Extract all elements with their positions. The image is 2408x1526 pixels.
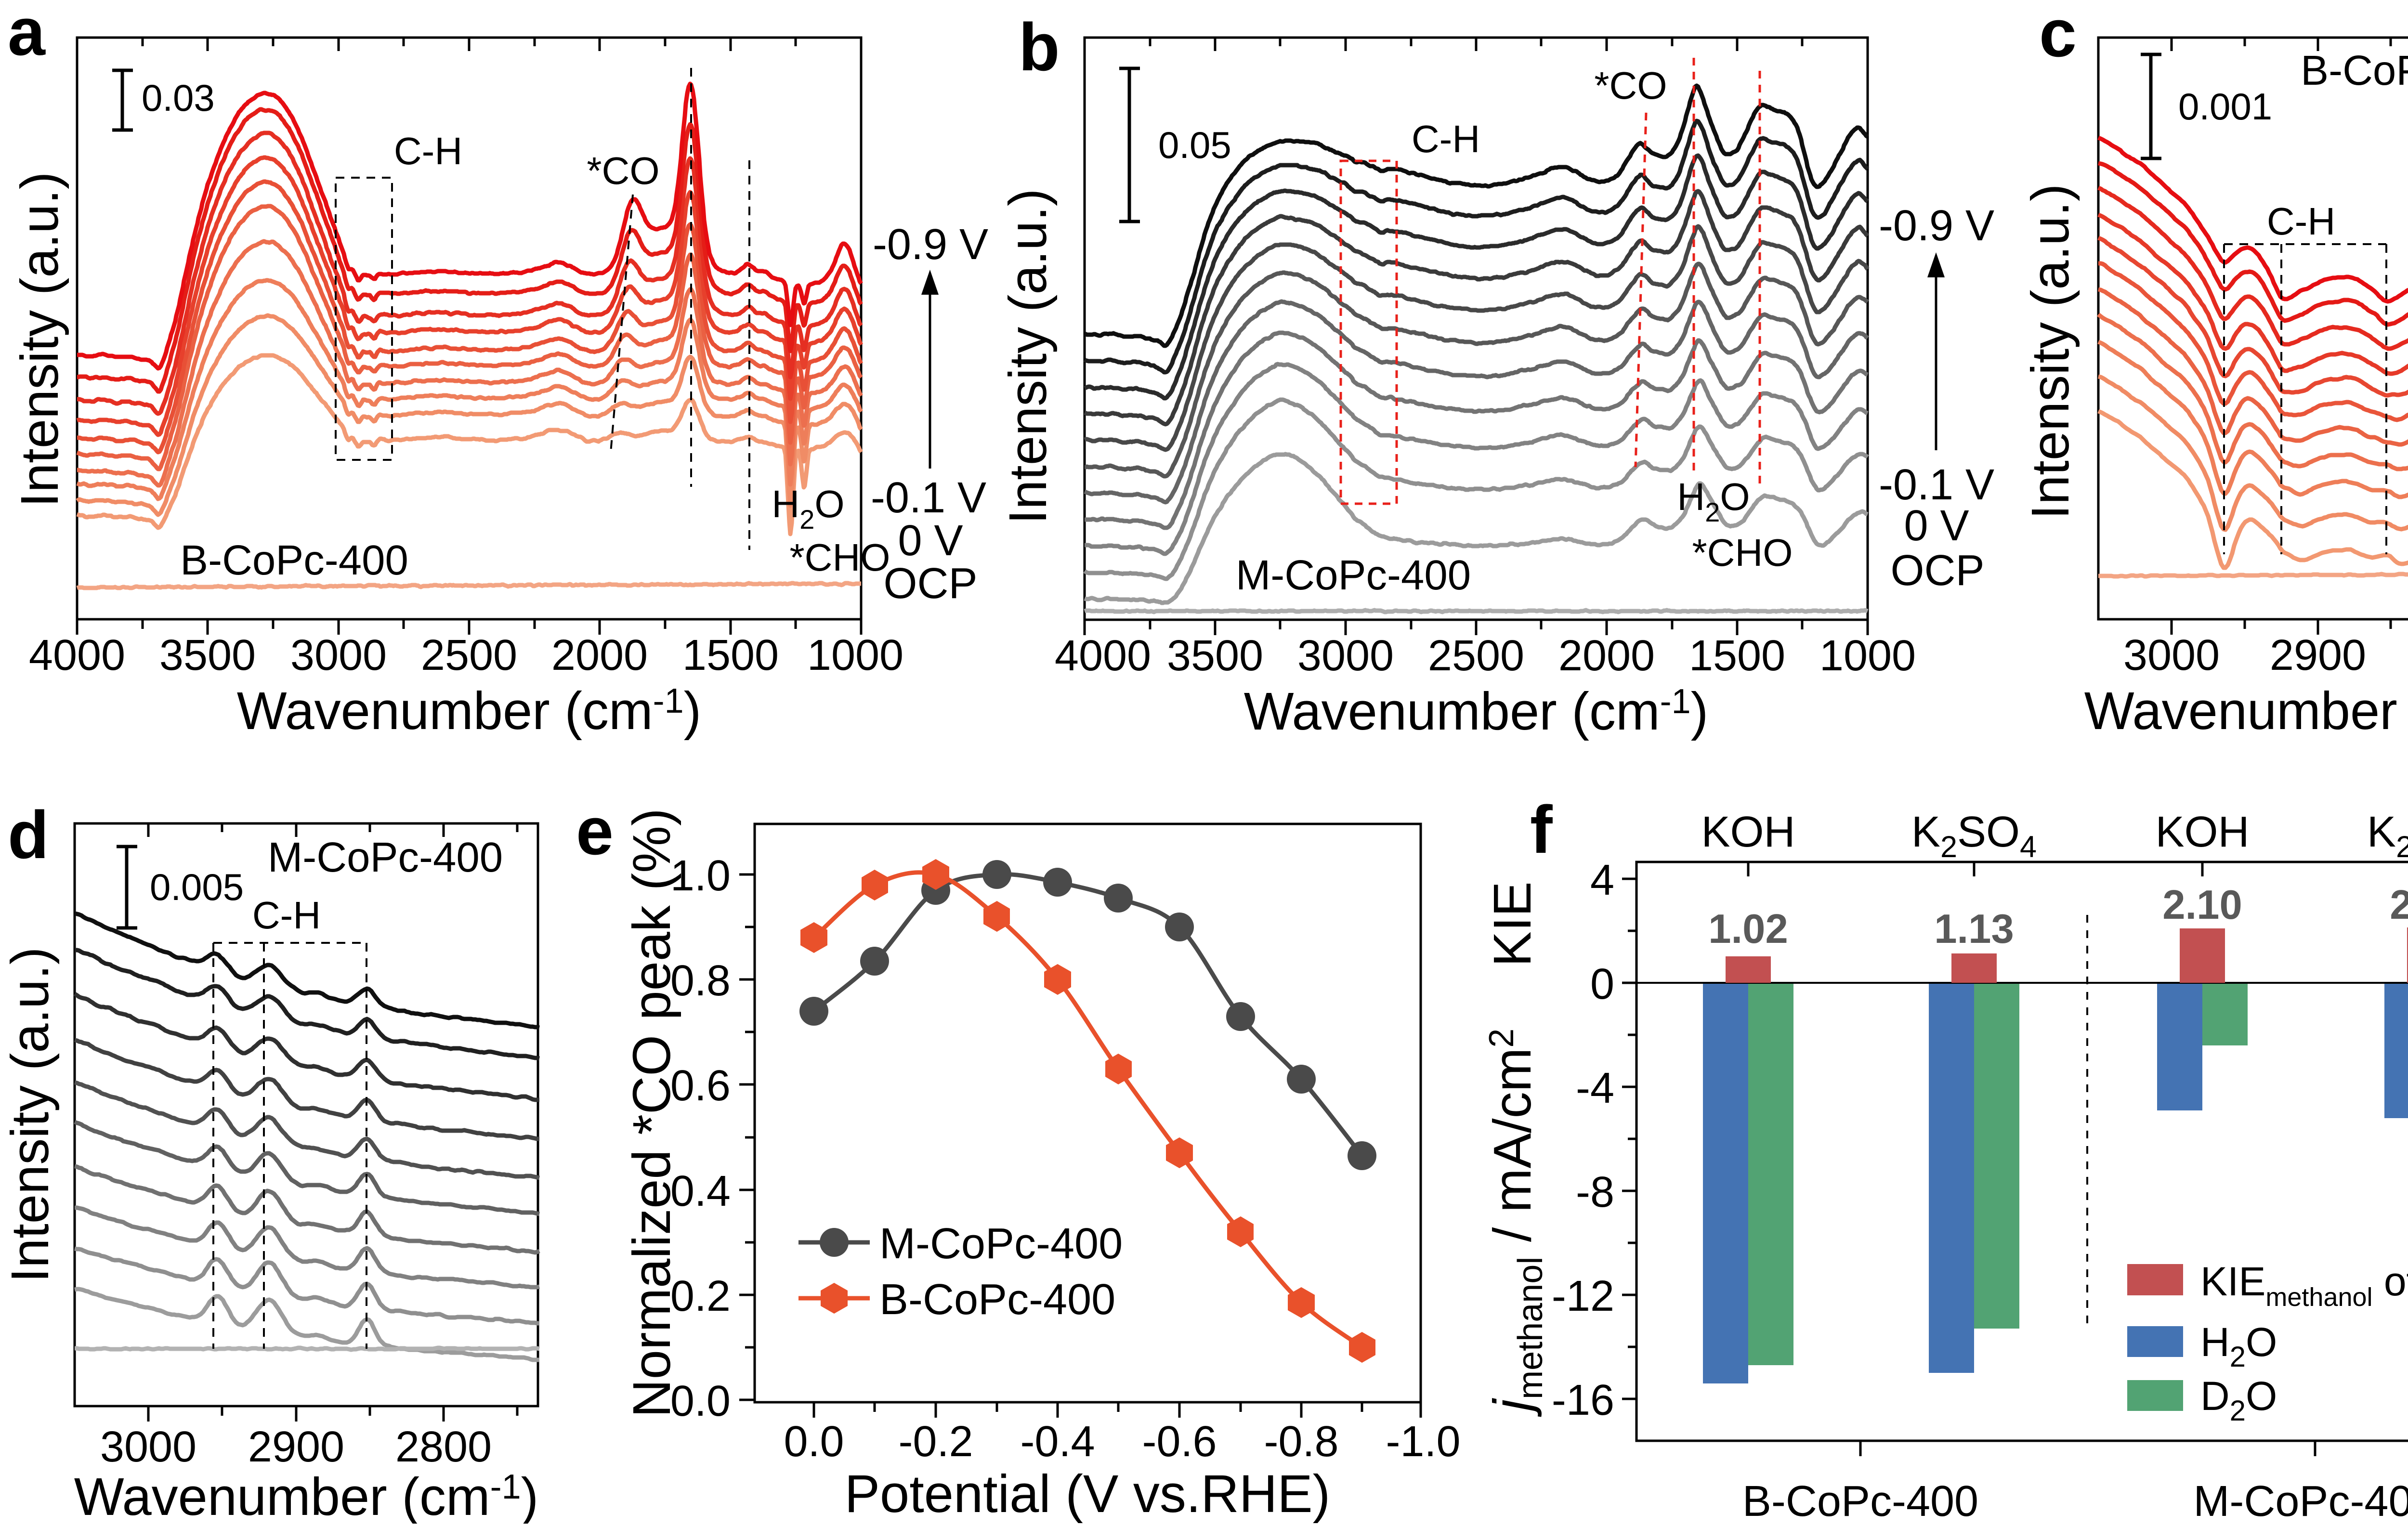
svg-text:*CO: *CO xyxy=(1594,64,1667,107)
svg-text:Wavenumber (cm-1): Wavenumber (cm-1) xyxy=(2084,681,2408,741)
svg-text:Intensity (a.u.): Intensity (a.u.) xyxy=(0,947,60,1283)
svg-text:1500: 1500 xyxy=(1689,632,1785,680)
svg-text:3000: 3000 xyxy=(100,1423,196,1471)
svg-text:-0.8: -0.8 xyxy=(1264,1418,1338,1466)
svg-text:-0.2: -0.2 xyxy=(898,1418,973,1466)
svg-text:KOH: KOH xyxy=(2155,808,2249,856)
svg-text:0.6: 0.6 xyxy=(670,1062,731,1110)
svg-text:-16: -16 xyxy=(1552,1376,1614,1424)
svg-text:3000: 3000 xyxy=(2123,631,2220,679)
svg-text:M-CoPc-400: M-CoPc-400 xyxy=(1236,552,1471,599)
svg-text:OCP: OCP xyxy=(1890,547,1984,595)
svg-text:2500: 2500 xyxy=(1428,632,1524,680)
svg-text:1.02: 1.02 xyxy=(1708,906,1788,952)
svg-text:3000: 3000 xyxy=(290,631,387,679)
svg-text:B-CoPc-400: B-CoPc-400 xyxy=(1742,1477,1978,1524)
svg-text:2.10: 2.10 xyxy=(2162,882,2242,928)
svg-text:3000: 3000 xyxy=(1297,632,1394,680)
svg-text:0.8: 0.8 xyxy=(670,957,731,1005)
svg-text:4000: 4000 xyxy=(29,631,125,679)
svg-text:Intensity (a.u.): Intensity (a.u.) xyxy=(2021,184,2080,520)
svg-text:0.0: 0.0 xyxy=(784,1418,844,1466)
svg-text:M-CoPc-400: M-CoPc-400 xyxy=(268,834,503,881)
svg-text:jmethanol / mA/cm2: jmethanol / mA/cm2 xyxy=(1482,1029,1550,1418)
svg-text:1.0: 1.0 xyxy=(670,852,731,900)
svg-text:1.13: 1.13 xyxy=(1934,906,2014,952)
svg-text:-0.9 V: -0.9 V xyxy=(1879,202,1994,250)
svg-text:1000: 1000 xyxy=(1819,632,1916,680)
svg-text:a: a xyxy=(8,0,46,69)
svg-text:Normalized *CO peak (%): Normalized *CO peak (%) xyxy=(622,808,681,1417)
svg-text:d: d xyxy=(8,797,49,873)
svg-text:*CHO: *CHO xyxy=(1692,531,1793,574)
svg-text:OCP: OCP xyxy=(883,560,977,608)
svg-text:2900: 2900 xyxy=(2270,631,2366,679)
svg-text:Intensity (a.u.): Intensity (a.u.) xyxy=(10,172,69,508)
svg-text:4: 4 xyxy=(1590,856,1614,904)
svg-text:-0.4: -0.4 xyxy=(1020,1418,1095,1466)
svg-text:Potential (V vs.RHE): Potential (V vs.RHE) xyxy=(845,1464,1331,1524)
svg-text:M-CoPc-400: M-CoPc-400 xyxy=(2193,1477,2408,1524)
svg-text:-0.1 V: -0.1 V xyxy=(1879,461,1994,509)
svg-text:e: e xyxy=(576,793,614,869)
svg-text:Wavenumber (cm-1): Wavenumber (cm-1) xyxy=(237,681,702,741)
svg-text:1500: 1500 xyxy=(682,631,779,679)
svg-text:B-CoPc-400: B-CoPc-400 xyxy=(879,1276,1115,1324)
svg-text:C-H: C-H xyxy=(2267,200,2335,243)
svg-text:2000: 2000 xyxy=(1558,632,1655,680)
svg-text:0 V: 0 V xyxy=(1904,502,1969,550)
svg-text:2000: 2000 xyxy=(551,631,648,679)
svg-text:0: 0 xyxy=(1590,960,1614,1008)
svg-text:f: f xyxy=(1530,792,1553,867)
svg-text:C-H: C-H xyxy=(394,130,462,172)
svg-text:B-CoPc-400: B-CoPc-400 xyxy=(2301,47,2408,94)
svg-text:Intensity (a.u.): Intensity (a.u.) xyxy=(998,189,1058,524)
svg-text:Wavenumber (cm-1): Wavenumber (cm-1) xyxy=(74,1467,539,1524)
svg-text:c: c xyxy=(2039,0,2077,71)
svg-text:-1.0: -1.0 xyxy=(1386,1418,1460,1466)
svg-text:-0.6: -0.6 xyxy=(1142,1418,1217,1466)
svg-text:KOH: KOH xyxy=(1701,808,1795,856)
svg-text:M-CoPc-400: M-CoPc-400 xyxy=(879,1220,1123,1268)
svg-text:0.4: 0.4 xyxy=(670,1167,731,1215)
svg-text:b: b xyxy=(1019,9,1060,85)
svg-text:-12: -12 xyxy=(1552,1272,1614,1320)
svg-text:-8: -8 xyxy=(1576,1168,1614,1216)
svg-text:0.05: 0.05 xyxy=(1158,124,1231,166)
svg-text:2900: 2900 xyxy=(248,1423,344,1471)
svg-text:2800: 2800 xyxy=(395,1423,492,1471)
svg-text:0.005: 0.005 xyxy=(150,866,244,908)
svg-text:K2SO4: K2SO4 xyxy=(1911,808,2037,864)
svg-text:D2O: D2O xyxy=(2200,1373,2277,1427)
svg-text:C-H: C-H xyxy=(252,894,321,937)
svg-text:3500: 3500 xyxy=(1167,632,1263,680)
svg-text:0.2: 0.2 xyxy=(670,1272,731,1320)
svg-text:3500: 3500 xyxy=(159,631,256,679)
svg-text:*CHO: *CHO xyxy=(790,536,890,579)
svg-text:0 V: 0 V xyxy=(898,517,963,565)
svg-text:-0.9 V: -0.9 V xyxy=(873,221,988,269)
svg-text:-0.1 V: -0.1 V xyxy=(871,474,986,522)
svg-text:C-H: C-H xyxy=(1412,117,1480,160)
svg-text:2500: 2500 xyxy=(421,631,517,679)
svg-text:4000: 4000 xyxy=(1055,632,1151,680)
svg-text:0.0: 0.0 xyxy=(670,1377,731,1425)
svg-text:KIE: KIE xyxy=(1483,881,1542,966)
svg-text:B-CoPc-400: B-CoPc-400 xyxy=(180,537,408,584)
svg-text:1000: 1000 xyxy=(807,631,903,679)
svg-text:Wavenumber (cm-1): Wavenumber (cm-1) xyxy=(1244,682,1709,741)
svg-text:-4: -4 xyxy=(1576,1064,1614,1112)
svg-text:0.001: 0.001 xyxy=(2178,85,2272,128)
svg-text:2.13: 2.13 xyxy=(2390,882,2408,928)
svg-text:0.03: 0.03 xyxy=(142,77,215,119)
svg-text:*CO: *CO xyxy=(587,149,659,192)
